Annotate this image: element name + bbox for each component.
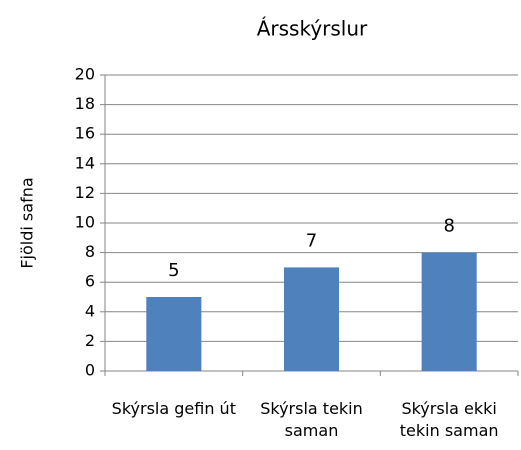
y-tick-label: 12 <box>75 183 95 202</box>
y-tick-label: 16 <box>75 124 95 143</box>
y-axis-label: Fjöldi safna <box>18 177 37 268</box>
data-label: 5 <box>168 260 179 281</box>
x-tick-label: Skýrsla gefin út <box>111 399 236 418</box>
bar <box>146 297 202 371</box>
y-tick-label: 14 <box>75 153 95 172</box>
y-tick-label: 2 <box>85 331 95 350</box>
bar <box>421 252 477 371</box>
y-tick-label: 6 <box>85 272 95 291</box>
data-label: 8 <box>443 216 454 237</box>
y-tick-label: 10 <box>75 213 95 232</box>
y-tick-label: 18 <box>75 94 95 113</box>
chart-title: Ársskýrslur <box>257 17 368 41</box>
data-label: 7 <box>306 230 317 251</box>
x-tick-label: Skýrsla ekki tekin saman <box>399 399 499 440</box>
bar <box>283 267 340 371</box>
y-tick-label: 8 <box>85 242 95 261</box>
y-tick-label: 20 <box>75 65 95 84</box>
y-tick-label: 0 <box>85 361 95 380</box>
x-tick-label: Skýrsla tekin saman <box>260 399 363 440</box>
y-tick-label: 4 <box>85 301 95 320</box>
